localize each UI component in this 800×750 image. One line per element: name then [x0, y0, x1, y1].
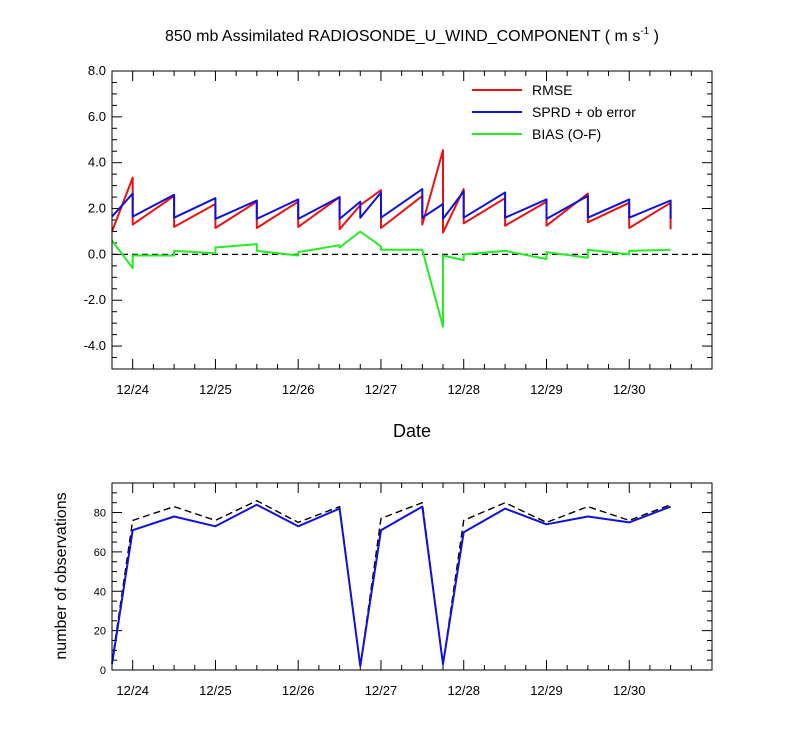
- series-line-1: [111, 503, 671, 668]
- series-line-2: [111, 230, 671, 328]
- x-tick-label: 12/29: [530, 683, 563, 698]
- y-tick-label: -2.0: [84, 292, 106, 307]
- x-tick-label: 12/24: [116, 683, 149, 698]
- plot-frame: [111, 70, 713, 370]
- x-tick-label: 12/25: [199, 382, 232, 397]
- series-lines: [111, 149, 712, 328]
- x-axis-ticks: 12/24 12/25 12/26 12/27 12/28 12/29 12/30: [111, 71, 713, 397]
- series-line-0: [111, 149, 672, 234]
- y-tick-label: 8.0: [88, 63, 106, 78]
- x-tick-label: 12/26: [282, 382, 315, 397]
- x-tick-label: 12/27: [365, 683, 398, 698]
- legend-label: SPRD + ob error: [532, 104, 636, 120]
- chart-title: 850 mb Assimilated RADIOSONDE_U_WIND_COM…: [165, 26, 659, 45]
- y-tick-label: 4.0: [88, 155, 106, 170]
- y-tick-label: 40: [94, 586, 106, 598]
- series-lines: [111, 500, 671, 668]
- legend-label: RMSE: [532, 82, 572, 98]
- y-tick-label: 0: [100, 665, 106, 677]
- y-axis-ticks: 80 60 40 20 0: [94, 482, 712, 677]
- x-tick-label: 12/28: [447, 382, 480, 397]
- y-tick-label: 60: [94, 547, 106, 559]
- y-tick-label: 6.0: [88, 109, 106, 124]
- chart-title-close: ): [649, 28, 659, 45]
- x-tick-label: 12/30: [613, 382, 646, 397]
- y-tick-label: 2.0: [88, 201, 106, 216]
- chart-title-exponent: -1: [640, 26, 649, 37]
- y-tick-label: 20: [94, 626, 106, 638]
- chart-title-main: 850 mb Assimilated RADIOSONDE_U_WIND_COM…: [165, 28, 640, 45]
- x-tick-label: 12/28: [447, 683, 480, 698]
- rmse-bias-chart: 850 mb Assimilated RADIOSONDE_U_WIND_COM…: [84, 26, 713, 441]
- x-tick-label: 12/25: [199, 683, 232, 698]
- x-tick-label: 12/24: [116, 382, 149, 397]
- y-tick-label: 0.0: [88, 246, 106, 261]
- plot-frame: [111, 482, 713, 671]
- y-tick-label: -4.0: [84, 338, 106, 353]
- y-tick-label: 80: [94, 508, 106, 520]
- x-tick-label: 12/30: [613, 683, 646, 698]
- series-line-1: [111, 188, 672, 220]
- x-tick-label: 12/26: [282, 683, 315, 698]
- x-axis-label: Date: [393, 421, 431, 441]
- series-line-0: [111, 500, 671, 667]
- observations-count-chart: 80 60 40 20 0 12/24 12/25 12/26 12/27 12/28 12/29…: [53, 482, 713, 698]
- x-axis-ticks: 12/24 12/25 12/26 12/27 12/28 12/29 12/30: [111, 483, 713, 698]
- y-axis-label: number of observations: [53, 492, 70, 659]
- legend-label: BIAS (O-F): [532, 126, 601, 142]
- x-tick-label: 12/29: [530, 382, 563, 397]
- x-tick-label: 12/27: [365, 382, 398, 397]
- legend: RMSE SPRD + ob error BIAS (O-F): [472, 82, 636, 142]
